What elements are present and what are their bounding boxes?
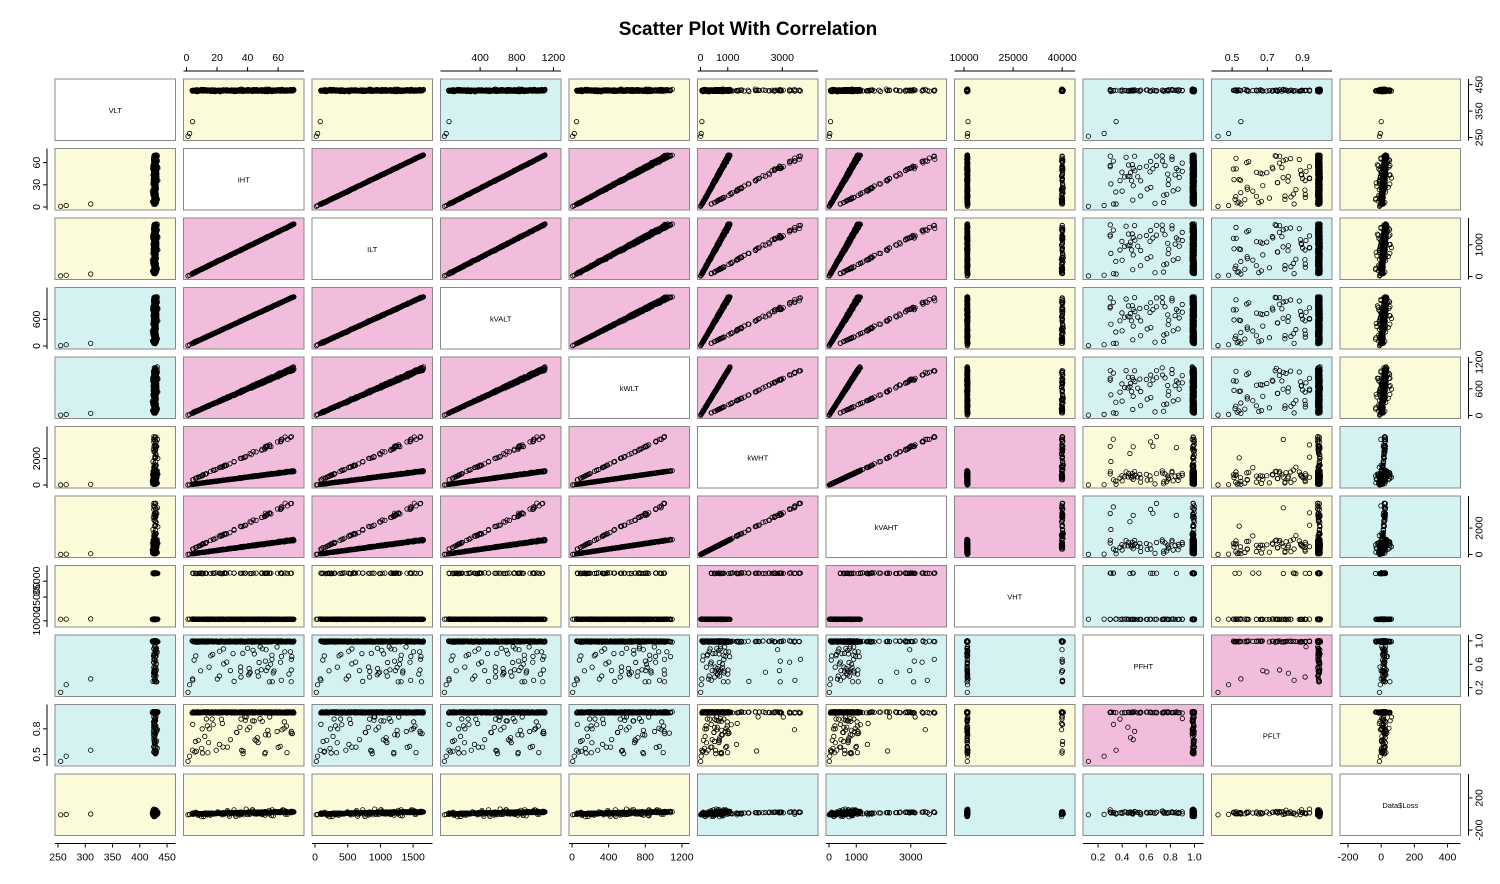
panel-grid: VLTIHTILTkVALTkWLTkWHTkVAHTVHTPFHTPFLTDa… (55, 79, 1461, 836)
chart-title: Scatter Plot With Correlation (619, 19, 877, 40)
variable-label: VLT (109, 106, 123, 115)
panel-0-0: VLT (55, 79, 176, 141)
panel-0-3 (441, 79, 562, 141)
panel-0-1 (184, 79, 305, 141)
panel-0-2 (312, 79, 433, 141)
panel-0-4 (569, 79, 690, 141)
